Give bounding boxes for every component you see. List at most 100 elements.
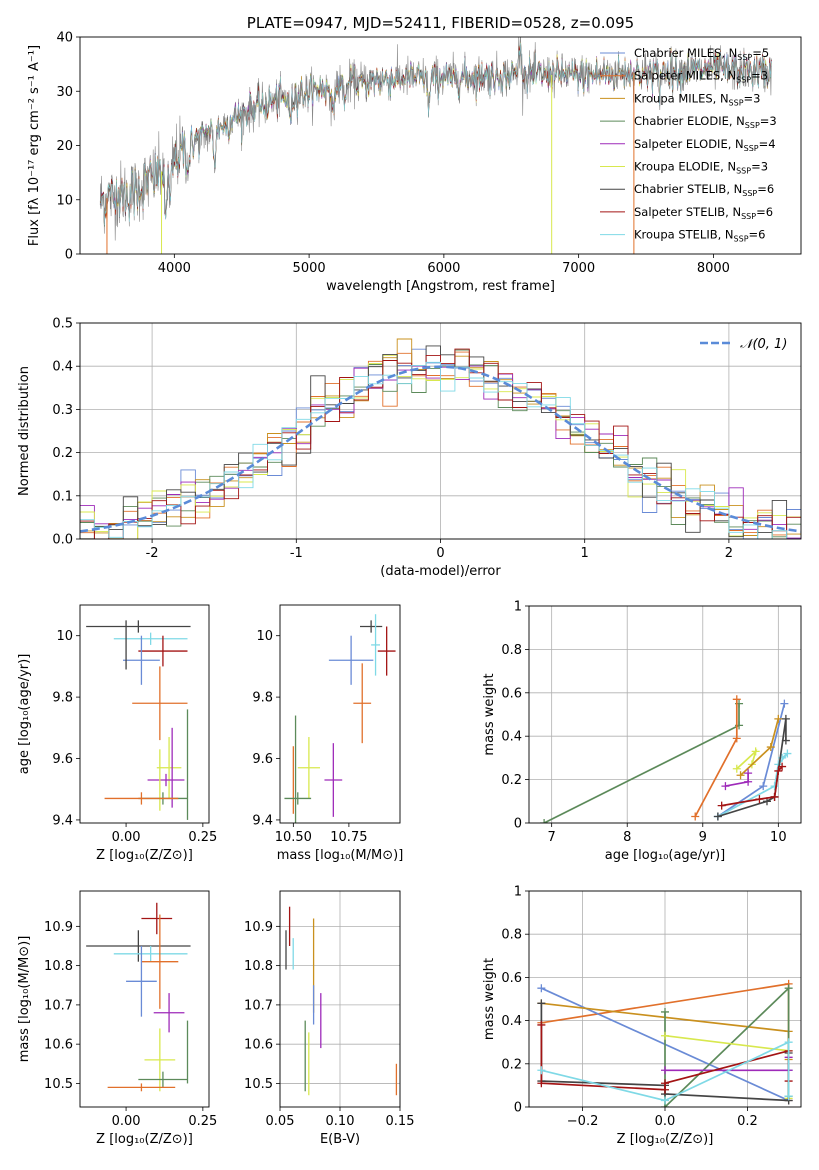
y-tick-label: 0.2 [52, 446, 73, 461]
errorbar-point [360, 620, 383, 633]
x-tick-label: 8 [623, 830, 631, 845]
legend-label-sub: SSP [736, 167, 751, 176]
y-tick-label: 10 [256, 629, 273, 644]
weight-marker [537, 984, 546, 993]
legend-label-suffix: =3 [760, 114, 777, 128]
axes-frame [528, 890, 802, 1108]
legend-label: 𝒩(0, 1) [740, 337, 787, 352]
legend-label-suffix: =6 [757, 182, 774, 196]
legend-label-suffix: =6 [749, 228, 766, 242]
errorbar-point [144, 1028, 176, 1092]
y-axis-label: age [log₁₀(age/yr)] [17, 654, 32, 775]
weight-marker [751, 747, 760, 756]
weight-marker [774, 714, 783, 723]
legend-label: Kroupa STELIB, NSSP=6 [634, 228, 765, 244]
legend-label-sub: SSP [736, 76, 751, 85]
x-axis-label: Z [log₁₀(Z/Z⊙)] [96, 1132, 193, 1147]
errorbar-point [123, 635, 160, 685]
errorbar-point [324, 743, 343, 817]
legend-label-sub: SSP [734, 235, 749, 244]
x-tick-label: 10.75 [330, 830, 367, 845]
y-tick-label: 0 [514, 1101, 522, 1116]
weight-line-0 [543, 703, 740, 823]
errorbar-point [297, 737, 320, 799]
errorbar-point [141, 914, 179, 1009]
y-axis-label: mass weight [482, 673, 497, 755]
x-tick-label: 10 [770, 830, 787, 845]
x-tick-label: 6000 [427, 261, 460, 276]
plot-area [99, 37, 772, 254]
errorbar-point [104, 792, 179, 805]
panel-mass-vs-ebv: 0.05 0.10 0.15 10.5 10.6 10.7 10.8 10.9 E(B-V) [244, 890, 414, 1147]
weight-marker [766, 743, 775, 752]
panel-residuals: -2 -1 0 1 2 0.0 0.1 0.2 0.3 0.4 0.5 (data-model)/er… [17, 317, 802, 579]
model-line-8 [100, 42, 772, 226]
histogram-step-8 [80, 361, 801, 539]
x-tick-label: 0 [436, 546, 444, 561]
weight-marker [774, 766, 783, 775]
plot-area [285, 906, 398, 1096]
weight-marker [537, 1079, 546, 1088]
y-tick-label: 0.4 [501, 1014, 522, 1029]
y-axis-label: Flux [fλ 10⁻¹⁷ erg cm⁻² s⁻¹ A⁻¹] [27, 45, 42, 246]
x-tick-label: 5000 [293, 261, 326, 276]
legend-label-text: Kroupa STELIB, N [634, 228, 734, 242]
legend-label: Kroupa ELODIE, NSSP=3 [634, 160, 768, 176]
panel-mass-vs-Z: 0.00 0.25 10.5 10.6 10.7 10.8 10.9 Z [log₁₀(Z/Z… [17, 890, 217, 1147]
weight-marker [784, 1038, 793, 1047]
legend-label: Kroupa MILES, NSSP=3 [634, 91, 760, 107]
legend-label-text: Chabrier MILES, N [634, 46, 737, 60]
x-tick-label: 0.00 [112, 830, 141, 845]
x-axis-label: (data-model)/error [380, 564, 501, 579]
errorbar-point [113, 945, 188, 962]
y-tick-label: 0.6 [501, 971, 522, 986]
y-tick-label: 9.4 [52, 813, 73, 828]
weight-line-1 [694, 699, 738, 817]
weight-marker [744, 769, 753, 778]
weight-marker [732, 764, 741, 773]
errorbar-point [377, 626, 396, 676]
y-tick-label: 0.2 [501, 773, 522, 788]
x-tick-label: 1 [581, 546, 589, 561]
panel-age-vs-Z: 0.00 0.25 9.4 9.6 9.8 10 Z [log₁₀(Z/Z⊙)] age [l… [17, 604, 217, 863]
errorbar-point [138, 1071, 188, 1088]
errorbar-point [141, 902, 173, 935]
x-tick-label: 10.50 [275, 830, 312, 845]
x-tick-label: 7 [548, 830, 556, 845]
x-tick-label: 0.00 [112, 1114, 141, 1129]
y-tick-label: 10.9 [244, 920, 273, 935]
y-tick-label: 20 [56, 139, 73, 154]
y-tick-label: 0.1 [52, 489, 73, 504]
weight-marker [781, 736, 790, 745]
y-tick-label: 0 [65, 248, 73, 263]
y-tick-label: 10.6 [44, 1038, 73, 1053]
weight-marker [713, 812, 722, 821]
x-axis-label: E(B-V) [320, 1132, 360, 1147]
legend-label-text: Kroupa MILES, N [634, 91, 729, 105]
weight-line-2 [736, 748, 758, 770]
weight-marker [717, 801, 726, 810]
y-axis-label: mass [log₁₀(M/M⊙)] [17, 936, 32, 1063]
weight-marker [661, 1031, 669, 1040]
legend-label-suffix: =4 [759, 137, 776, 151]
panel-mass-weight-vs-Z: −0.2 0.0 0.2 0 0.2 0.4 0.6 0.8 1 Z [log₁₀(Z/Z⊙)] m… [482, 885, 802, 1147]
x-tick-label: 0.05 [266, 1114, 295, 1129]
x-tick-label: 0.2 [737, 1114, 758, 1129]
histogram-step-7 [80, 348, 801, 539]
x-axis-label: Z [log₁₀(Z/Z⊙)] [96, 848, 193, 863]
y-tick-label: 10.7 [244, 998, 273, 1013]
x-tick-label: -1 [290, 546, 303, 561]
legend-label-sub: SSP [742, 189, 757, 198]
weight-marker [661, 1096, 669, 1105]
weight-marker [537, 1066, 546, 1075]
legend-label-sub: SSP [745, 121, 760, 130]
errorbar-point [138, 635, 188, 667]
y-tick-label: 9.6 [252, 752, 273, 767]
x-tick-label: 9 [699, 830, 707, 845]
axes-frame [528, 605, 802, 824]
plot-area [86, 620, 191, 820]
errorbar-point [328, 635, 374, 685]
x-tick-label: 8000 [697, 261, 730, 276]
y-tick-label: 0.8 [501, 928, 522, 943]
weight-marker [784, 984, 793, 993]
